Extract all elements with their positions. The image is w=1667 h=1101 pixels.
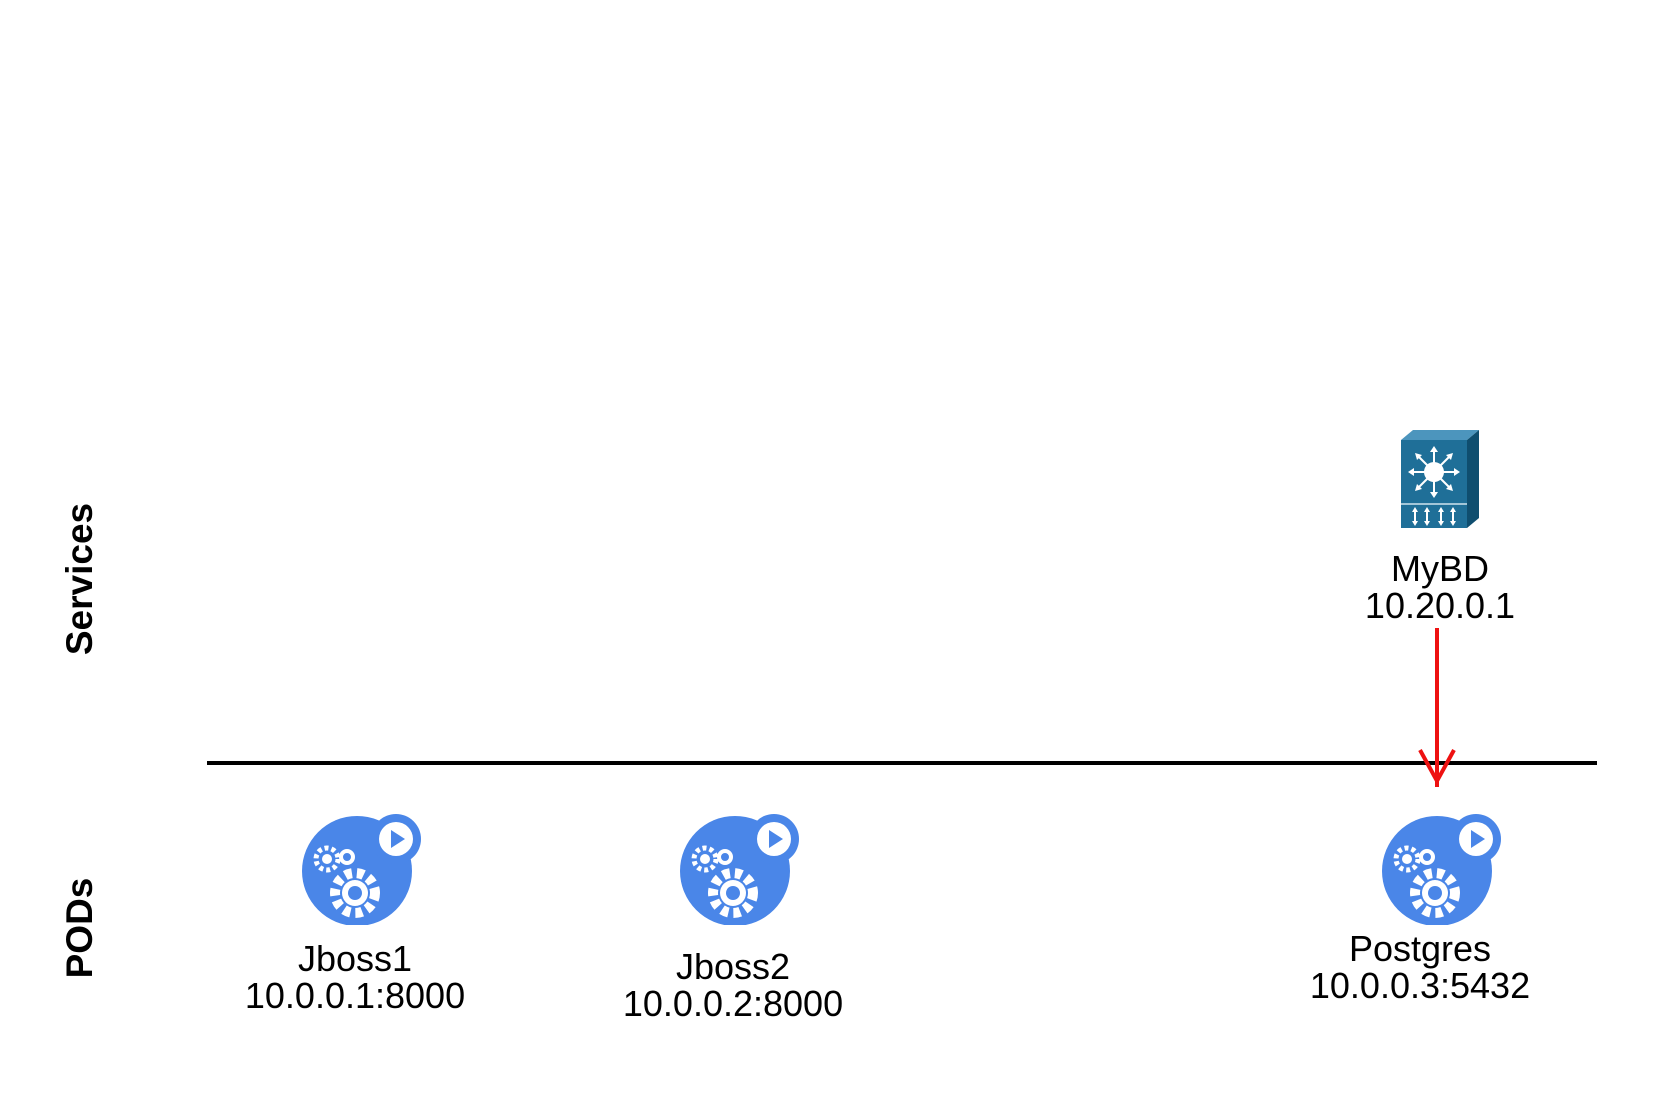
- pod-name: Jboss1: [297, 938, 413, 979]
- arrow-head: [1418, 749, 1456, 786]
- pod-node-jboss2: Jboss2 10.0.0.2:8000: [578, 948, 888, 1022]
- pod-name: Jboss2: [675, 946, 791, 987]
- pod-address: 10.0.0.3:5432: [1309, 965, 1531, 1006]
- service-name: MyBD: [1391, 548, 1489, 589]
- pod-node-postgres: Postgres 10.0.0.3:5432: [1260, 930, 1580, 1004]
- pod-address: 10.0.0.2:8000: [622, 983, 844, 1024]
- services-row-label: Services: [59, 502, 100, 656]
- services-pods-divider: [207, 761, 1597, 765]
- pod-address: 10.0.0.1:8000: [244, 975, 466, 1016]
- pods-row-label: PODs: [59, 877, 100, 979]
- pod-name: Postgres: [1348, 928, 1492, 969]
- service-node-mybd: MyBD 10.20.0.1: [1300, 550, 1580, 624]
- pod-gears-icon: [675, 813, 799, 926]
- pod-gears-icon: [1377, 813, 1501, 926]
- network-switch-icon: [1395, 428, 1479, 532]
- pod-gears-icon: [297, 813, 421, 926]
- pod-node-jboss1: Jboss1 10.0.0.1:8000: [200, 940, 510, 1014]
- service-address: 10.20.0.1: [1364, 585, 1516, 626]
